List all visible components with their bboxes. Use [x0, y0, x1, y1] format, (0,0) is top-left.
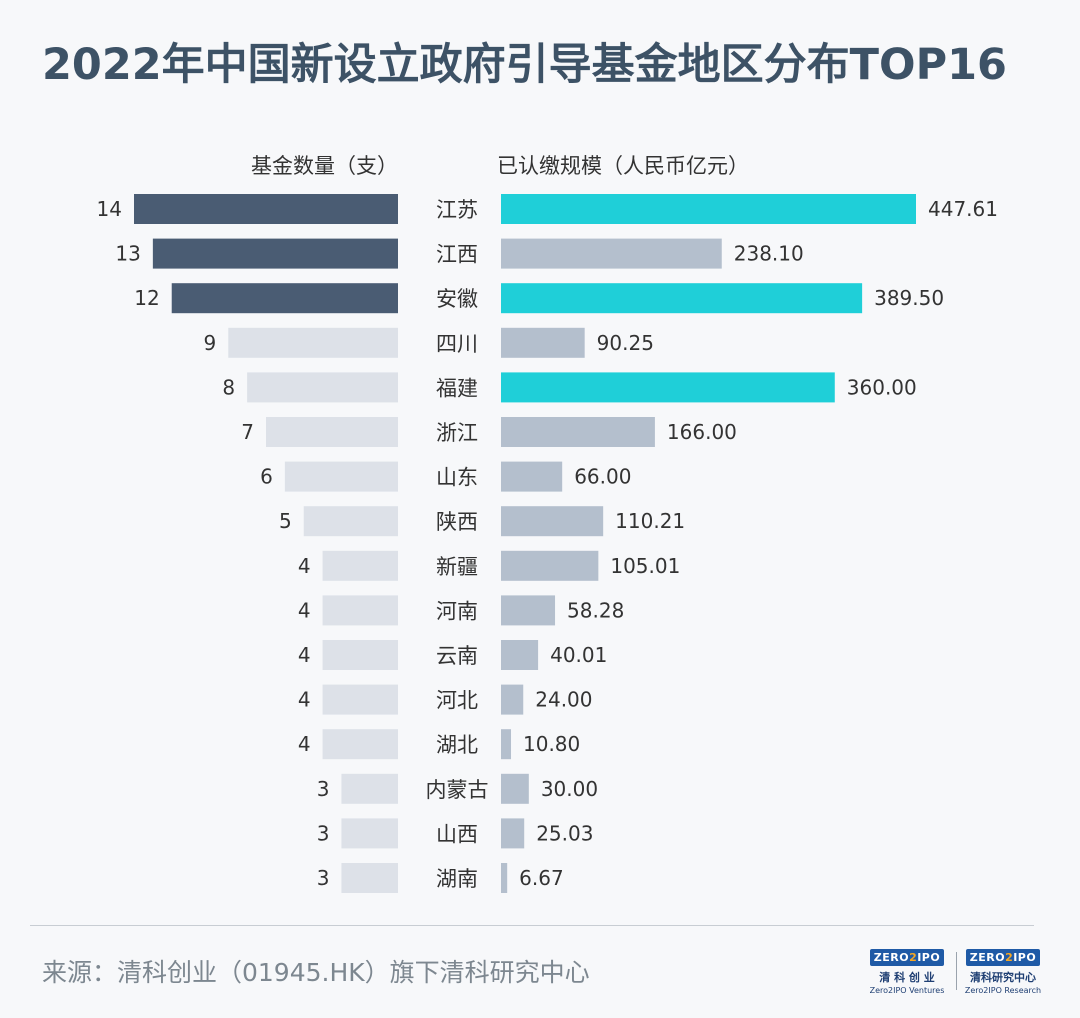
logo-chinese-name: 清科研究中心 [970, 971, 1036, 984]
left-value-label-14: 3 [317, 777, 330, 801]
left-bar-8 [303, 506, 398, 537]
left-value-label-10: 4 [298, 598, 311, 622]
category-label-9: 新疆 [436, 555, 478, 579]
category-label-13: 湖北 [436, 733, 478, 757]
left-value-label-8: 5 [279, 509, 292, 533]
logo-english-name: Zero2IPO Research [964, 986, 1042, 995]
right-value-label-6: 166.00 [667, 420, 737, 444]
left-value-label-3: 12 [134, 286, 159, 310]
left-bar-1 [134, 194, 398, 224]
right-bar-16 [501, 863, 508, 893]
right-bar-9 [501, 550, 599, 581]
right-bar-7 [501, 461, 563, 492]
right-value-label-2: 238.10 [734, 242, 804, 266]
right-value-label-8: 110.21 [615, 509, 685, 533]
left-bar-13 [322, 729, 398, 760]
left-bar-16 [341, 863, 398, 893]
right-value-label-4: 90.25 [597, 331, 654, 355]
divider [30, 925, 1034, 926]
right-bar-13 [501, 729, 512, 760]
category-label-6: 浙江 [436, 421, 478, 445]
right-bar-14 [501, 773, 529, 804]
right-bar-10 [501, 595, 556, 626]
left-value-label-11: 4 [298, 643, 311, 667]
left-bar-14 [341, 773, 398, 804]
left-series-header: 基金数量（支） [251, 154, 398, 178]
category-label-8: 陕西 [436, 510, 478, 534]
left-bar-5 [247, 372, 398, 403]
left-bar-9 [322, 550, 398, 581]
category-label-14: 内蒙古 [426, 778, 489, 802]
category-label-12: 河北 [436, 689, 478, 713]
left-value-label-5: 8 [222, 375, 235, 399]
logo-mark: ZERO2IPO [869, 949, 945, 966]
category-label-15: 山西 [436, 822, 478, 846]
right-bar-2 [501, 238, 722, 269]
left-bar-7 [284, 461, 398, 492]
right-value-label-5: 360.00 [847, 375, 917, 399]
right-value-label-12: 24.00 [535, 688, 592, 712]
chart-title: 2022年中国新设立政府引导基金地区分布TOP16 [42, 40, 1007, 90]
left-bar-3 [171, 283, 398, 314]
category-label-1: 江苏 [436, 198, 478, 222]
left-bar-15 [341, 818, 398, 849]
category-label-3: 安徽 [436, 287, 478, 311]
right-bar-8 [501, 506, 604, 537]
category-label-5: 福建 [436, 376, 478, 400]
butterfly-bar-chart: 基金数量（支） 已认缴规模（人民币亿元） 14 江苏 447.61 13 江西 238.10 1… [97, 154, 998, 893]
left-value-label-7: 6 [260, 465, 273, 489]
right-series-header: 已认缴规模（人民币亿元） [497, 154, 749, 178]
right-value-label-9: 105.01 [610, 554, 680, 578]
logo-separator [956, 952, 957, 990]
right-value-label-16: 6.67 [519, 866, 564, 890]
category-label-2: 江西 [436, 243, 478, 267]
left-value-label-2: 13 [115, 242, 140, 266]
right-value-label-15: 25.03 [536, 821, 593, 845]
zero2ipo-research-logo: ZERO2IPO 清科研究中心 Zero2IPO Research [963, 948, 1043, 995]
right-bar-12 [501, 684, 524, 715]
left-value-label-13: 4 [298, 732, 311, 756]
left-value-label-16: 3 [317, 866, 330, 890]
left-bar-4 [228, 327, 398, 358]
right-bar-11 [501, 640, 539, 670]
category-label-4: 四川 [436, 332, 478, 356]
source-note: 来源：清科创业（01945.HK）旗下清科研究中心 [42, 958, 590, 987]
left-value-label-6: 7 [241, 420, 254, 444]
right-value-label-11: 40.01 [550, 643, 607, 667]
right-value-label-14: 30.00 [541, 777, 598, 801]
right-value-label-7: 66.00 [574, 465, 631, 489]
right-bar-6 [501, 417, 655, 447]
left-bar-6 [266, 417, 398, 447]
category-label-11: 云南 [436, 644, 478, 668]
logo-english-name: Zero2IPO Ventures [869, 986, 945, 995]
category-label-7: 山东 [436, 466, 478, 490]
left-value-label-1: 14 [97, 197, 122, 221]
left-value-label-9: 4 [298, 554, 311, 578]
category-label-10: 河南 [436, 599, 478, 623]
right-bar-1 [501, 194, 916, 224]
left-value-label-4: 9 [204, 331, 217, 355]
left-bar-10 [322, 595, 398, 626]
right-bar-4 [501, 327, 585, 358]
right-value-label-10: 58.28 [567, 598, 624, 622]
left-bar-11 [322, 640, 398, 670]
right-bar-5 [501, 372, 835, 403]
zero2ipo-ventures-logo: ZERO2IPO 清 科 创 业 Zero2IPO Ventures [867, 948, 947, 995]
right-bar-15 [501, 818, 525, 849]
left-bar-12 [322, 684, 398, 715]
logo-chinese-name: 清 科 创 业 [879, 971, 935, 984]
logo-mark: ZERO2IPO [965, 949, 1041, 966]
category-label-16: 湖南 [436, 867, 478, 891]
right-value-label-1: 447.61 [928, 197, 998, 221]
right-value-label-3: 389.50 [874, 286, 944, 310]
right-bar-3 [501, 283, 863, 314]
right-value-label-13: 10.80 [523, 732, 580, 756]
left-value-label-15: 3 [317, 821, 330, 845]
left-value-label-12: 4 [298, 688, 311, 712]
left-bar-2 [152, 238, 398, 269]
